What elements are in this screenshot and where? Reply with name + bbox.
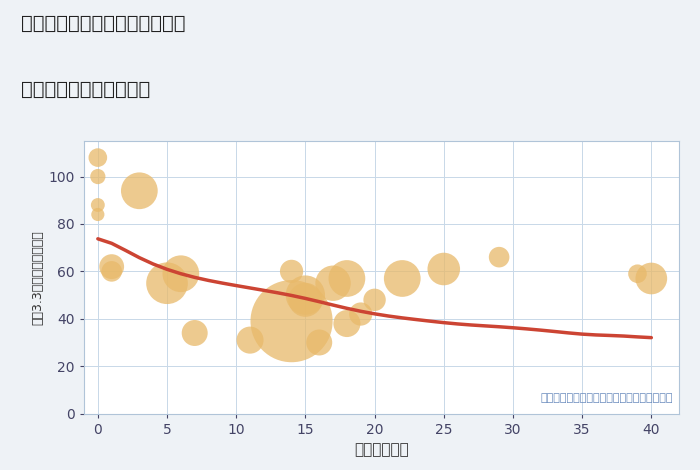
X-axis label: 築年数（年）: 築年数（年） — [354, 442, 409, 457]
Point — [134, 187, 145, 195]
Point — [494, 253, 505, 261]
Point — [175, 270, 186, 277]
Point — [92, 154, 104, 161]
Point — [300, 296, 311, 304]
Point — [632, 270, 643, 277]
Point — [286, 317, 297, 325]
Point — [314, 339, 325, 346]
Point — [244, 337, 256, 344]
Point — [645, 275, 657, 282]
Point — [342, 275, 353, 282]
Point — [106, 267, 118, 275]
Point — [286, 267, 297, 275]
Point — [92, 201, 104, 209]
Text: 円の大きさは、取引のあった物件面積を示す: 円の大きさは、取引のあった物件面積を示す — [540, 393, 673, 403]
Text: 福岡県北九州市小倉南区吉田の: 福岡県北九州市小倉南区吉田の — [21, 14, 186, 33]
Point — [162, 280, 173, 287]
Point — [369, 296, 380, 304]
Point — [355, 310, 366, 318]
Y-axis label: 坪（3.3㎡）単価（万円）: 坪（3.3㎡）単価（万円） — [32, 230, 44, 325]
Point — [328, 280, 339, 287]
Point — [106, 263, 118, 270]
Text: 築年数別中古戸建て価格: 築年数別中古戸建て価格 — [21, 80, 150, 99]
Point — [397, 275, 408, 282]
Point — [189, 329, 200, 337]
Point — [92, 211, 104, 218]
Point — [92, 173, 104, 180]
Point — [300, 291, 311, 299]
Point — [342, 320, 353, 327]
Point — [438, 265, 449, 273]
